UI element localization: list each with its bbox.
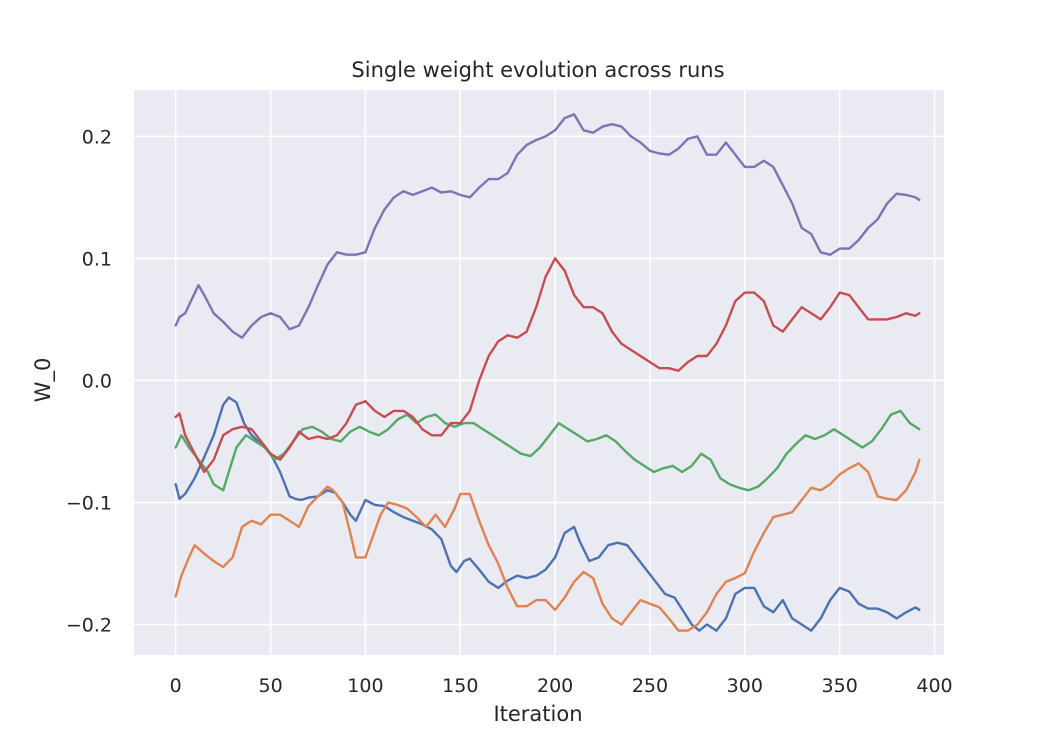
series-line-1 bbox=[174, 396, 921, 632]
series-line-4 bbox=[174, 257, 921, 474]
y-tick-label: 0.2 bbox=[82, 126, 112, 148]
series-line-5 bbox=[174, 113, 921, 339]
x-tick-label: 250 bbox=[632, 675, 668, 697]
y-tick-label: 0.0 bbox=[82, 370, 112, 392]
y-tick-label: −0.1 bbox=[66, 492, 112, 514]
y-axis-ticks: −0.2 −0.1 0.0 0.1 0.2 bbox=[66, 126, 112, 636]
x-axis-ticks: 0 50 100 150 200 250 300 350 400 bbox=[170, 675, 953, 697]
x-tick-label: 400 bbox=[916, 675, 952, 697]
chart-title: Single weight evolution across runs bbox=[351, 58, 724, 82]
series-line-2 bbox=[174, 458, 921, 632]
x-tick-label: 100 bbox=[347, 675, 383, 697]
grid-lines bbox=[134, 90, 944, 655]
x-tick-label: 0 bbox=[170, 675, 182, 697]
x-tick-label: 50 bbox=[258, 675, 282, 697]
x-tick-label: 200 bbox=[537, 675, 573, 697]
y-axis-label: W_0 bbox=[31, 358, 56, 403]
x-tick-label: 350 bbox=[822, 675, 858, 697]
y-tick-label: 0.1 bbox=[82, 248, 112, 270]
series-layer bbox=[174, 113, 921, 632]
y-tick-label: −0.2 bbox=[66, 614, 112, 636]
x-axis-label: Iteration bbox=[493, 702, 582, 726]
x-tick-label: 150 bbox=[442, 675, 478, 697]
plot-area bbox=[134, 90, 944, 655]
x-tick-label: 300 bbox=[727, 675, 763, 697]
